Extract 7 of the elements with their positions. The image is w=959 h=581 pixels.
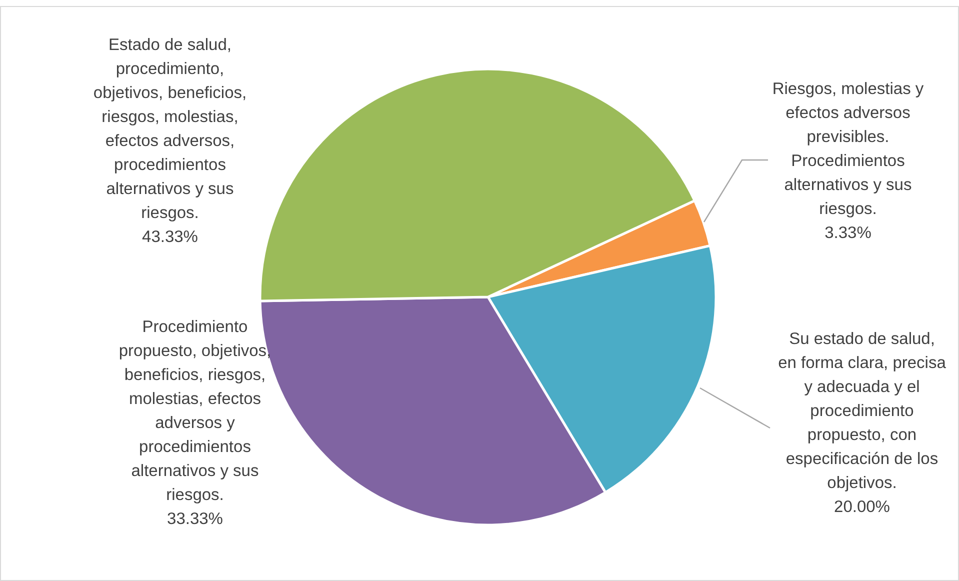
data-label: 20.00% [834,498,890,516]
data-label: 3.33% [824,224,872,242]
slice-label: Su estado de salud, en forma clara, precisa y adecuada y el procedimiento propuesto, con especificación de los objetivos. [778,330,947,492]
data-label: 33.33% [167,510,224,528]
slice-label: Riesgos, molestias y efectos adversos previsibles. Procedimientos alternativos y sus riesgos. [772,80,924,218]
slice-label: Estado de salud, procedimiento, objetivos, beneficios, riesgos, molestias, efectos adversos, procedimientos alternativos y sus riesgos. [93,36,247,222]
data-label: 43.33% [142,228,198,246]
